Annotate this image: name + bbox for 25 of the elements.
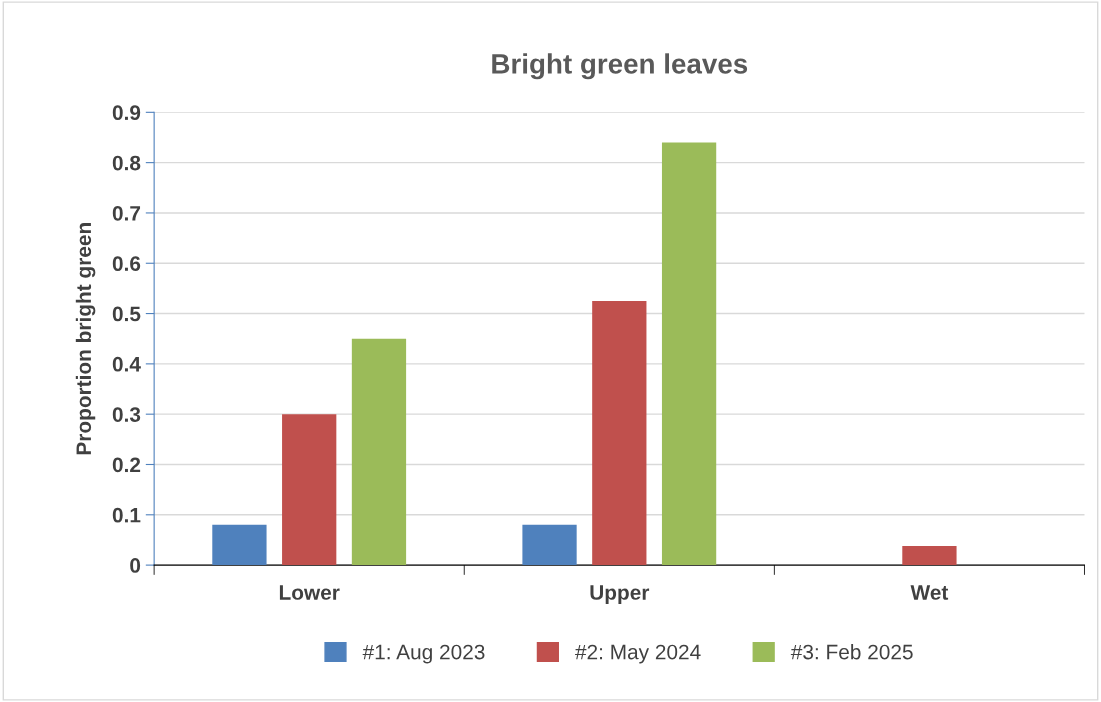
bar — [351, 338, 407, 566]
bar — [212, 524, 267, 566]
x-tick-label: Lower — [279, 585, 340, 600]
x-tick-label: Wet — [910, 585, 949, 600]
bar — [592, 300, 647, 566]
legend-label: #2: May 2024 — [575, 644, 701, 664]
bar — [282, 414, 337, 566]
y-tick-label: 0.5 — [112, 306, 141, 322]
y-tick-label: 0 — [130, 558, 141, 573]
y-tick-label: 0.7 — [112, 205, 141, 221]
x-tick-label: Upper — [590, 585, 650, 604]
y-tick-label: 0.6 — [112, 256, 141, 271]
bar — [522, 524, 577, 566]
y-tick-label: 0.2 — [112, 457, 141, 473]
legend-label: #3: Feb 2025 — [790, 644, 913, 660]
bar — [902, 545, 957, 566]
y-tick-label: 0.4 — [112, 356, 141, 372]
y-tick-label: 0.8 — [112, 155, 141, 171]
y-tick-label: 0.3 — [112, 407, 141, 422]
y-tick-label: 0.1 — [112, 507, 141, 523]
bar — [661, 142, 717, 566]
y-tick-label: 0.9 — [112, 105, 141, 121]
chart-title: Bright green leaves — [492, 53, 748, 80]
legend-label: #1: Aug 2023 — [362, 644, 485, 664]
y-axis-title: Proportion bright green — [75, 223, 96, 455]
